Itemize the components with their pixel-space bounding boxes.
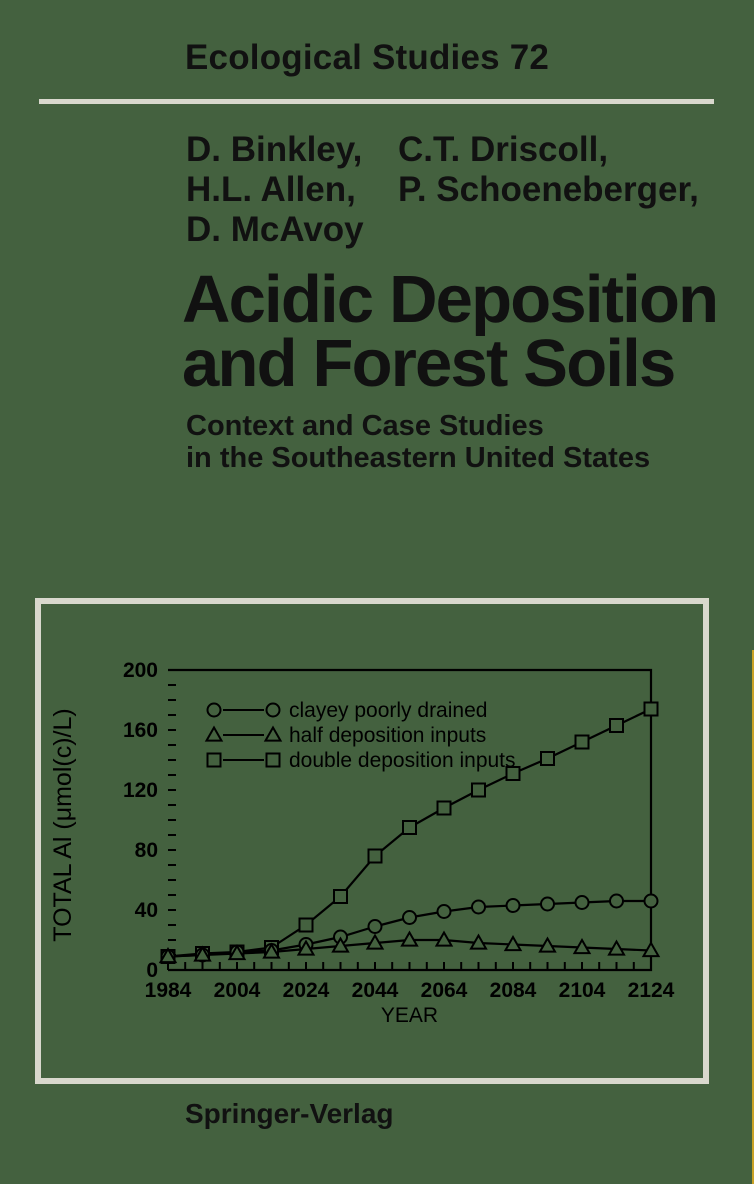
svg-text:2004: 2004 — [214, 979, 261, 1002]
svg-text:TOTAL Al (μmol(c)/L): TOTAL Al (μmol(c)/L) — [49, 708, 77, 941]
svg-text:2024: 2024 — [283, 979, 330, 1002]
svg-text:80: 80 — [135, 839, 158, 862]
svg-text:double deposition inputs: double deposition inputs — [289, 749, 516, 772]
svg-text:2044: 2044 — [352, 979, 399, 1002]
svg-text:2064: 2064 — [421, 979, 468, 1002]
svg-text:half deposition inputs: half deposition inputs — [289, 724, 486, 747]
svg-text:200: 200 — [123, 659, 158, 682]
svg-text:YEAR: YEAR — [381, 1004, 438, 1027]
svg-text:120: 120 — [123, 779, 158, 802]
svg-text:160: 160 — [123, 719, 158, 742]
svg-text:clayey poorly drained: clayey poorly drained — [289, 699, 487, 722]
svg-text:40: 40 — [135, 899, 158, 922]
svg-text:2124: 2124 — [628, 979, 675, 1002]
svg-text:2104: 2104 — [559, 979, 606, 1002]
svg-text:1984: 1984 — [145, 979, 192, 1002]
svg-text:2084: 2084 — [490, 979, 537, 1002]
